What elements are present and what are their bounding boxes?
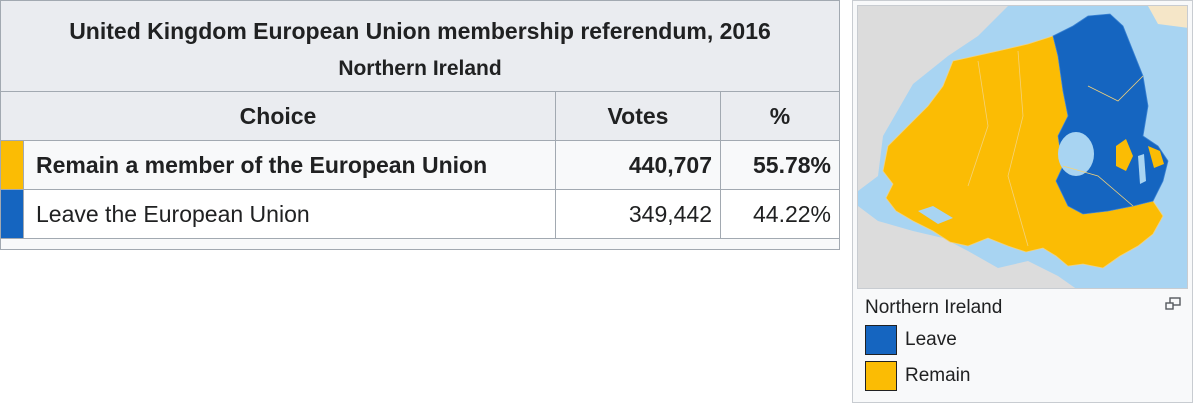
- percent-header: %: [720, 91, 840, 141]
- votes-header: Votes: [555, 91, 721, 141]
- table-footer-row: [0, 238, 840, 250]
- legend-label: Remain: [905, 365, 971, 386]
- map-panel: Northern Ireland Leave Remain: [852, 0, 1193, 403]
- choice-cell: Remain a member of the European Union: [23, 140, 556, 190]
- choice-cell: Leave the European Union: [23, 189, 556, 239]
- magnify-icon[interactable]: [1164, 297, 1182, 311]
- percent-cell: 55.78%: [720, 140, 840, 190]
- legend-swatch-remain: [865, 361, 897, 391]
- votes-cell: 349,442: [555, 189, 721, 239]
- referendum-results-table: United Kingdom European Union membership…: [0, 0, 840, 250]
- table-title: United Kingdom European Union membership…: [69, 17, 771, 44]
- remain-color-swatch: [0, 140, 24, 190]
- table-caption: United Kingdom European Union membership…: [0, 0, 840, 92]
- table-header-row: Choice Votes %: [0, 91, 840, 141]
- leave-color-swatch: [0, 189, 24, 239]
- northern-ireland-map: [858, 6, 1187, 288]
- legend-swatch-leave: [865, 325, 897, 355]
- map-image[interactable]: [857, 5, 1188, 289]
- votes-cell: 440,707: [555, 140, 721, 190]
- choice-header: Choice: [0, 91, 556, 141]
- percent-cell: 44.22%: [720, 189, 840, 239]
- table-row: Leave the European Union 349,442 44.22%: [0, 189, 840, 239]
- table-subtitle: Northern Ireland: [338, 56, 502, 80]
- map-caption: Northern Ireland: [865, 297, 1003, 318]
- table-row: Remain a member of the European Union 44…: [0, 140, 840, 190]
- legend-label: Leave: [905, 329, 957, 350]
